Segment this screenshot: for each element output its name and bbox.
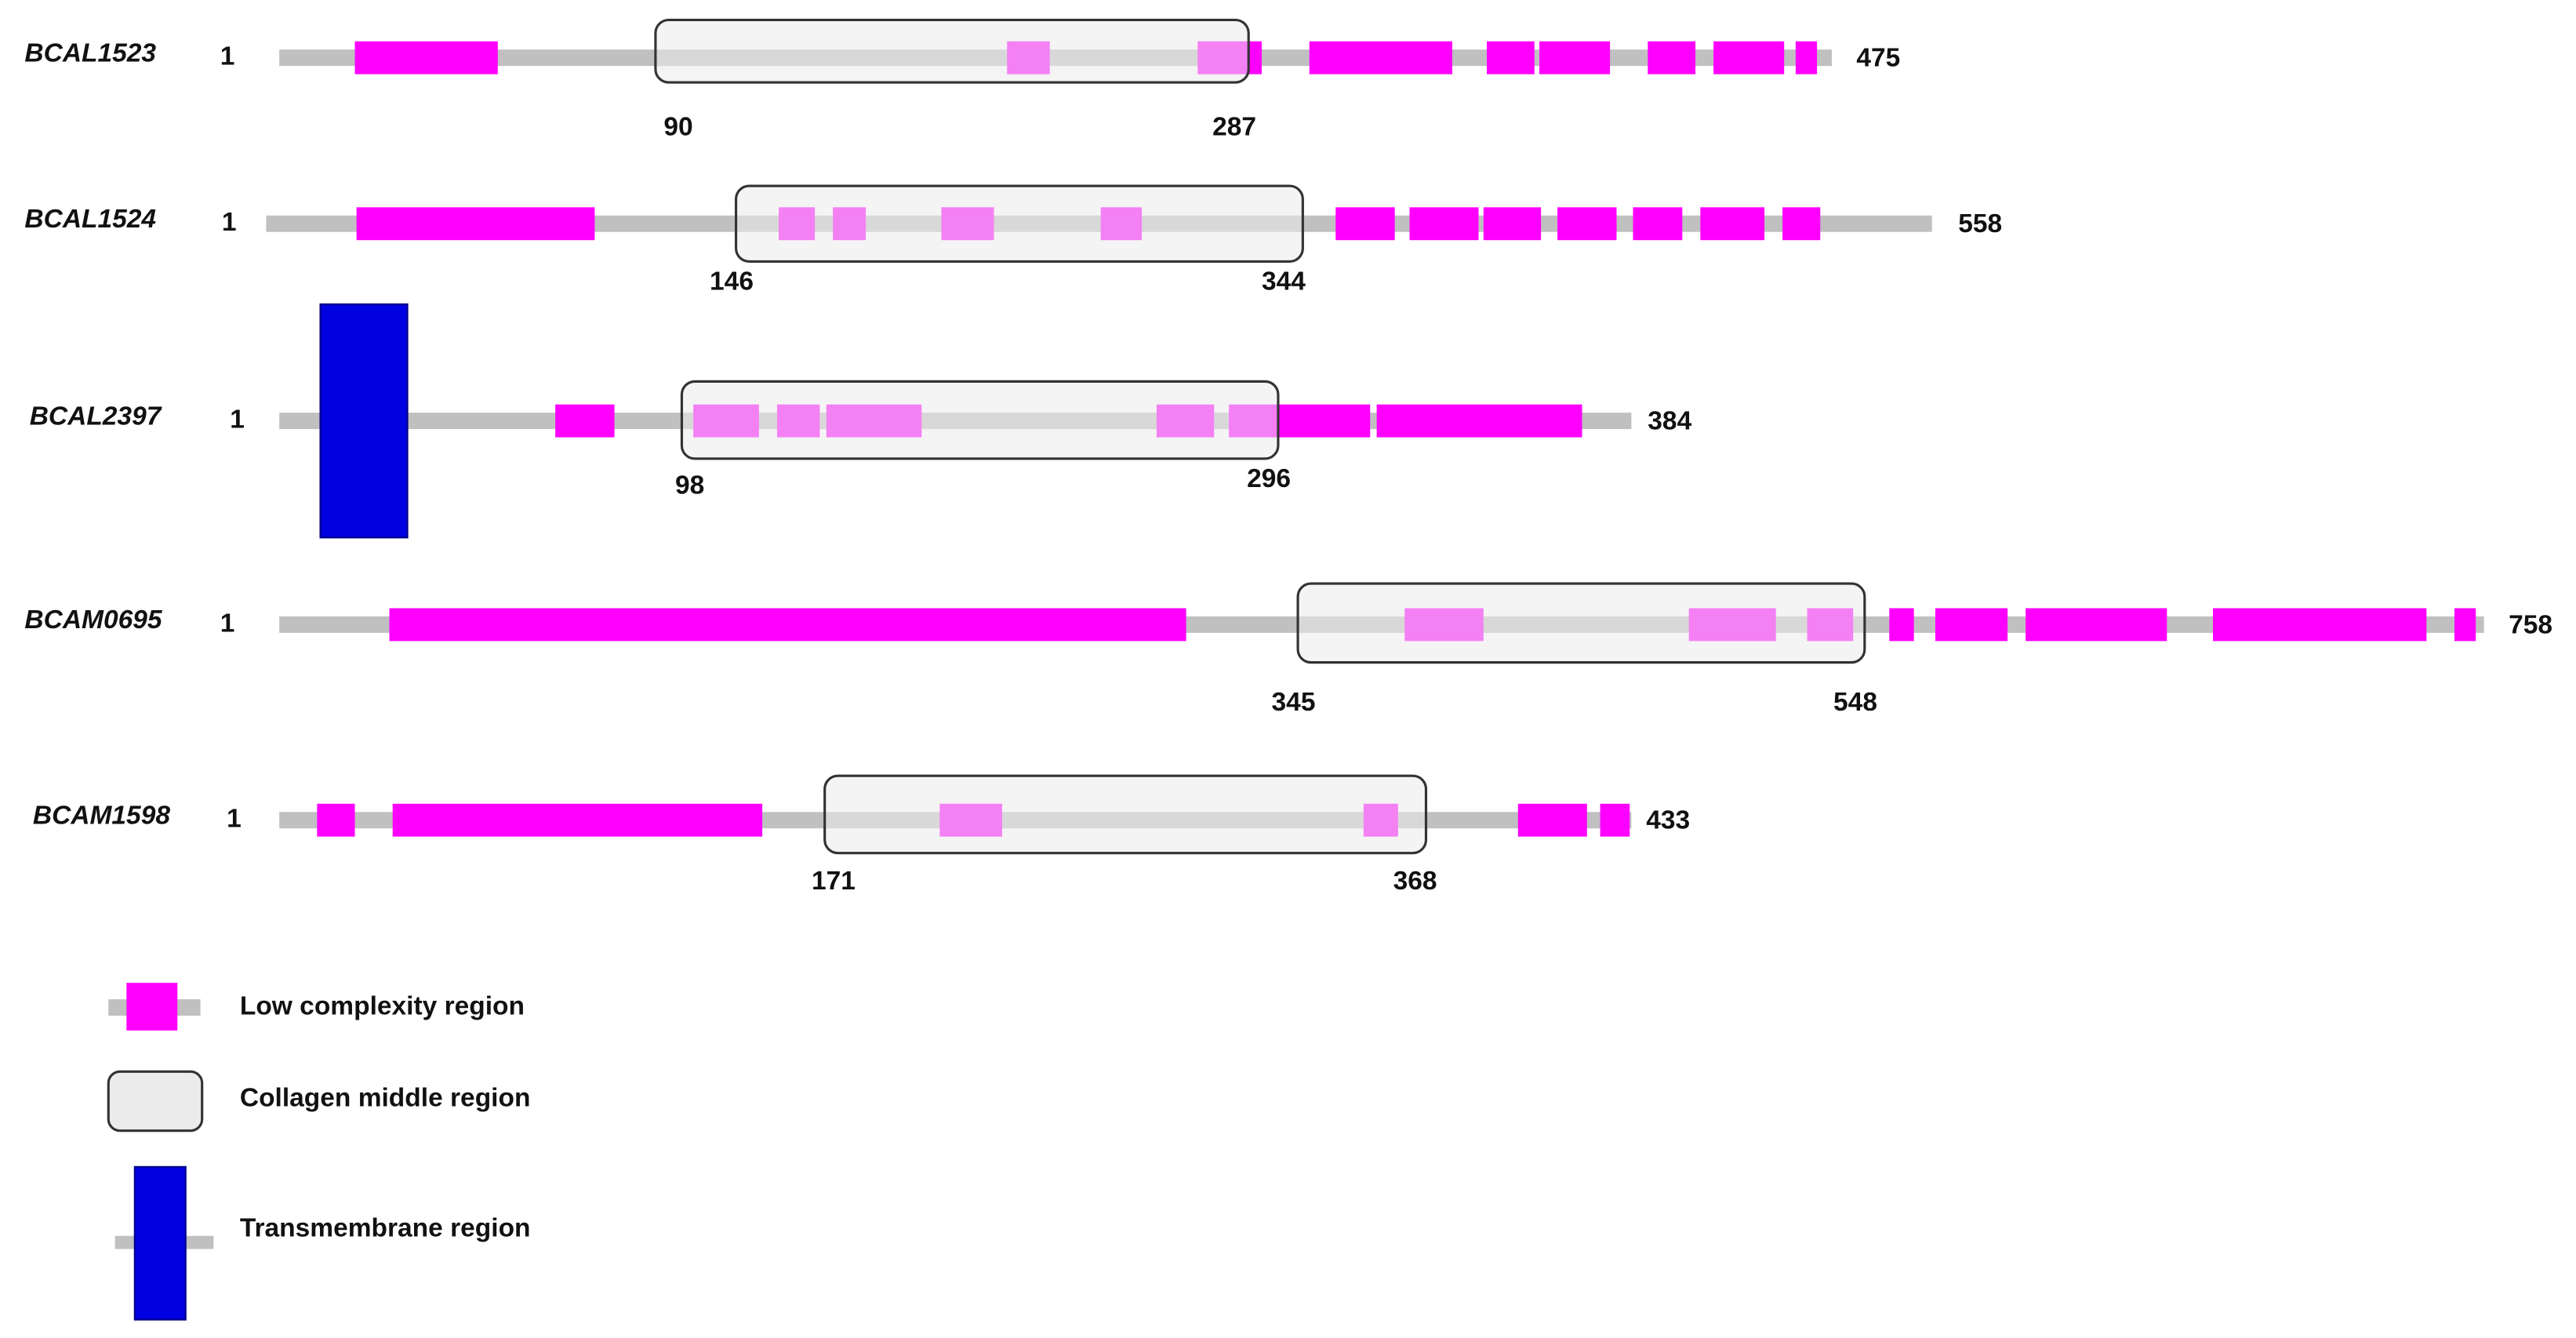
low-complexity-region <box>1600 803 1630 837</box>
region-start-label: 146 <box>710 267 754 296</box>
low-complexity-region <box>1700 207 1765 241</box>
low-complexity-region <box>1539 41 1611 75</box>
collagen-region <box>680 380 1280 460</box>
collagen-region <box>823 774 1428 855</box>
protein-name: BCAL1524 <box>24 205 156 234</box>
low-complexity-region <box>389 608 1186 642</box>
low-complexity-region <box>1517 803 1587 837</box>
end-label: 475 <box>1856 44 1900 73</box>
protein-name: BCAM0695 <box>24 605 162 634</box>
region-end-label: 287 <box>1212 113 1256 142</box>
end-label: 758 <box>2509 610 2552 639</box>
end-label: 558 <box>1958 209 2002 238</box>
start-label: 1 <box>220 609 235 638</box>
low-complexity-region <box>1376 404 1582 438</box>
legend: Low complexity region Collagen middle re… <box>107 983 531 1321</box>
low-complexity-region <box>1335 207 1395 241</box>
low-complexity-region <box>392 803 763 837</box>
low-complexity-region <box>1795 41 1818 75</box>
low-complexity-region <box>354 41 498 75</box>
low-complexity-region <box>2212 608 2427 642</box>
collagen-region <box>654 18 1250 84</box>
low-complexity-region <box>1557 207 1617 241</box>
start-label: 1 <box>230 405 245 434</box>
region-end-label: 548 <box>1833 688 1877 717</box>
protein-rows: BCAL1523 1 475 90 287 BCAL1524 1 558 146 344 BCAL2… <box>24 18 2552 896</box>
low-complexity-region <box>1633 207 1683 241</box>
protein-name: BCAM1598 <box>33 801 170 830</box>
collagen-region <box>735 184 1304 264</box>
start-label: 1 <box>222 208 237 237</box>
low-complexity-region <box>1309 41 1453 75</box>
low-complexity-region <box>317 803 355 837</box>
low-complexity-region <box>1486 41 1535 75</box>
low-complexity-region <box>555 404 615 438</box>
low-complexity-region <box>1409 207 1479 241</box>
region-start-label: 171 <box>812 867 856 896</box>
region-end-label: 296 <box>1247 464 1291 493</box>
protein-name: BCAL1523 <box>24 38 156 67</box>
transmembrane-region <box>319 303 409 539</box>
low-complexity-region <box>1483 207 1542 241</box>
region-end-label: 344 <box>1262 267 1306 296</box>
region-start-label: 90 <box>663 113 692 142</box>
legend-label: Transmembrane region <box>240 1213 531 1242</box>
legend-collagen-icon <box>107 1070 204 1133</box>
low-complexity-region <box>1889 608 1914 642</box>
region-end-label: 368 <box>1393 867 1437 896</box>
low-complexity-region <box>1935 608 2008 642</box>
legend-lcr-icon <box>126 983 178 1031</box>
region-start-label: 345 <box>1272 688 1316 717</box>
end-label: 384 <box>1648 407 1691 436</box>
low-complexity-region <box>1648 41 1696 75</box>
protein-name: BCAL2397 <box>30 402 162 431</box>
legend-label: Collagen middle region <box>240 1084 531 1113</box>
low-complexity-region <box>2454 608 2476 642</box>
low-complexity-region <box>1713 41 1785 75</box>
region-start-label: 98 <box>675 471 704 500</box>
low-complexity-region <box>2026 608 2167 642</box>
legend-label: Low complexity region <box>240 991 525 1020</box>
low-complexity-region <box>1782 207 1821 241</box>
legend-tm-icon <box>133 1165 187 1321</box>
collagen-region <box>1296 582 1866 664</box>
end-label: 433 <box>1646 806 1690 835</box>
start-label: 1 <box>227 805 242 834</box>
low-complexity-region <box>356 207 595 241</box>
start-label: 1 <box>220 42 235 71</box>
